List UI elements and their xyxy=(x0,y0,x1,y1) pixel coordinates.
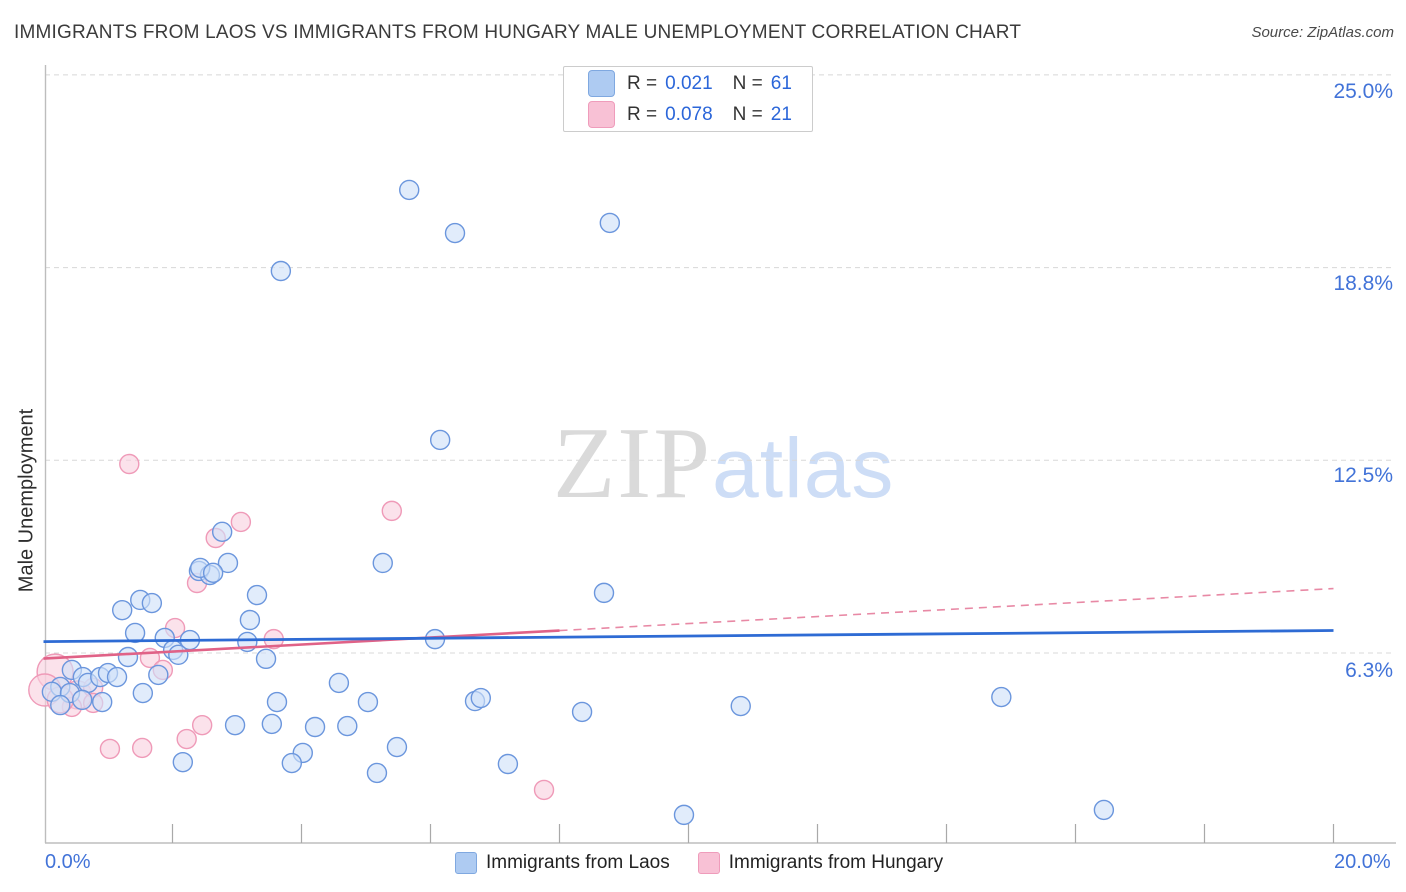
hungary-legend-label: Immigrants from Hungary xyxy=(728,852,944,873)
scatter-point-hungary xyxy=(191,714,213,736)
scatter-point-hungary xyxy=(119,453,140,475)
laos-swatch-icon xyxy=(588,70,615,97)
scatter-point-laos xyxy=(168,644,189,666)
chart-title: IMMIGRANTS FROM LAOS VS IMMIGRANTS FROM … xyxy=(14,22,1022,43)
hungary-swatch-icon xyxy=(588,101,615,128)
scatter-point-laos xyxy=(593,582,615,604)
scatter-point-laos xyxy=(148,664,169,686)
y-tick-12-5: 12.5% xyxy=(1333,464,1393,487)
scatter-point-hungary xyxy=(176,728,197,750)
laos-trend-line xyxy=(43,629,1334,643)
source-label: Source: ZipAtlas.com xyxy=(1251,24,1394,41)
n-label: N = xyxy=(732,72,763,94)
x-axis-min-label: 0.0% xyxy=(45,851,91,873)
scatter-point-laos xyxy=(91,691,113,713)
scatter-point-laos xyxy=(132,682,154,704)
scatter-point-laos xyxy=(106,666,128,688)
scatter-point-laos xyxy=(246,584,268,606)
legend-row-hungary: R = 0.078 N = 21 xyxy=(588,101,812,128)
scatter-point-laos xyxy=(255,648,277,670)
scatter-point-laos xyxy=(470,687,492,709)
correlation-legend: R = 0.021 N = 61 R = 0.078 N = 21 xyxy=(563,66,813,132)
scatter-point-laos xyxy=(224,714,246,736)
laos-legend-swatch-icon xyxy=(455,852,477,874)
scatter-point-laos xyxy=(399,179,420,201)
n-label: N = xyxy=(732,103,763,125)
scatter-point-laos xyxy=(50,694,71,716)
scatter-point-laos xyxy=(239,609,261,631)
scatter-point-laos xyxy=(372,552,393,574)
scatter-point-laos xyxy=(497,753,519,775)
scatter-point-hungary xyxy=(533,779,555,801)
scatter-point-laos xyxy=(730,695,751,717)
scatter-point-laos xyxy=(366,762,388,784)
scatter-point-laos xyxy=(111,599,133,621)
scatter-point-laos xyxy=(281,752,303,774)
scatter-point-laos xyxy=(673,804,695,826)
scatter-point-laos xyxy=(304,716,326,738)
scatter-point-laos xyxy=(124,622,146,644)
scatter-point-laos xyxy=(202,562,224,584)
scatter-point-laos xyxy=(991,686,1012,708)
scatter-point-laos xyxy=(429,429,451,451)
scatter-point-laos xyxy=(217,552,239,574)
y-tick-18-8: 18.8% xyxy=(1333,272,1393,295)
scatter-point-hungary xyxy=(99,738,121,760)
bottom-legend: Immigrants from Laos Immigrants from Hun… xyxy=(455,852,971,874)
scatter-point-laos xyxy=(172,751,194,773)
scatter-point-hungary xyxy=(230,511,252,533)
scatter-point-laos xyxy=(266,691,288,713)
scatter-point-laos xyxy=(357,691,379,713)
y-tick-25: 25.0% xyxy=(1333,80,1393,103)
scatter-point-laos xyxy=(261,713,283,735)
hungary-legend-swatch-icon xyxy=(697,852,720,874)
scatter-point-hungary xyxy=(131,737,153,759)
scatter-point-laos xyxy=(1093,799,1115,821)
x-axis-max-label: 20.0% xyxy=(1334,851,1391,873)
scatter-point-laos xyxy=(211,521,233,543)
r-label: R = xyxy=(627,103,658,125)
scatter-point-laos xyxy=(270,260,292,282)
scatter-point-laos xyxy=(599,212,621,234)
scatter-point-laos xyxy=(71,689,93,711)
hungary-trend-extrapolation xyxy=(559,587,1334,632)
hungary-trend-line xyxy=(43,629,560,660)
legend-row-laos: R = 0.021 N = 61 xyxy=(588,70,812,97)
r-value-laos: 0.021 xyxy=(665,72,713,94)
scatter-point-laos xyxy=(386,736,408,758)
y-tick-6-3: 6.3% xyxy=(1345,659,1393,682)
scatter-point-laos xyxy=(337,715,358,737)
scatter-point-laos xyxy=(444,222,466,244)
scatter-point-laos xyxy=(117,646,139,668)
n-value-hungary: 21 xyxy=(770,103,792,125)
scatter-point-hungary xyxy=(381,500,402,522)
n-value-laos: 61 xyxy=(770,72,792,94)
scatter-point-laos xyxy=(328,672,350,694)
laos-legend-label: Immigrants from Laos xyxy=(486,852,670,873)
scatter-point-laos xyxy=(571,701,593,723)
r-label: R = xyxy=(627,72,658,94)
scatter-point-laos xyxy=(141,592,163,614)
r-value-hungary: 0.078 xyxy=(665,103,713,125)
